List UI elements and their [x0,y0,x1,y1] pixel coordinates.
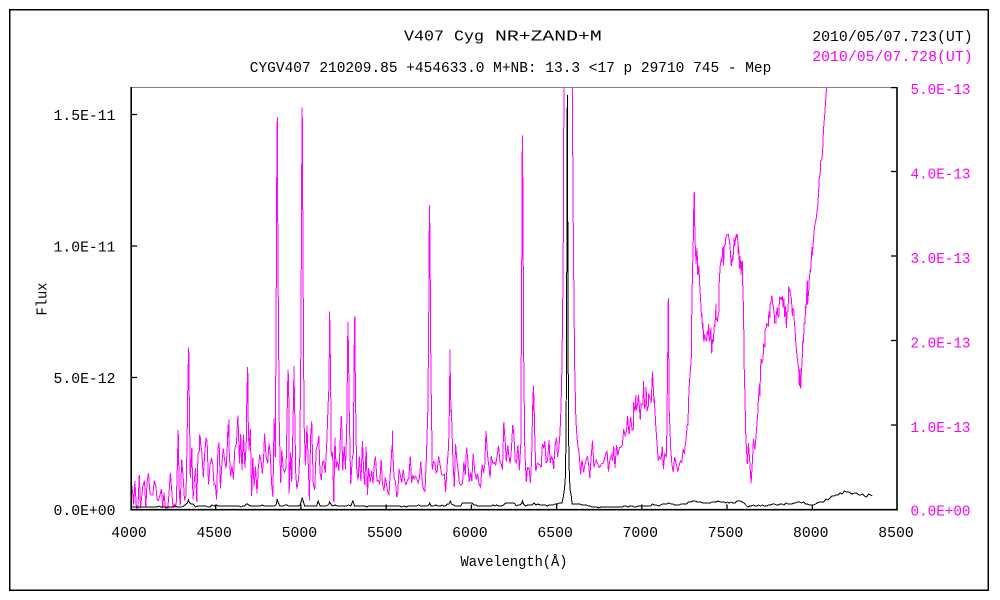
svg-text:0.0E+00: 0.0E+00 [911,503,971,520]
svg-text:7000: 7000 [623,525,659,542]
svg-text:Wavelength(Å): Wavelength(Å) [461,554,568,571]
svg-text:4.0E-13: 4.0E-13 [911,166,971,183]
svg-text:6500: 6500 [537,525,573,542]
svg-text:4000: 4000 [111,525,147,542]
svg-text:7500: 7500 [708,525,744,542]
svg-text:2.0E-13: 2.0E-13 [911,335,971,352]
svg-text:2010/05/07.723(UT): 2010/05/07.723(UT) [812,29,973,46]
svg-text:1.5E-11: 1.5E-11 [54,108,116,125]
svg-text:CYGV407 210209.85 +454633.0 M+: CYGV407 210209.85 +454633.0 M+NB: 13.3 <… [250,60,772,77]
svg-text:6000: 6000 [452,525,488,542]
svg-text:3.0E-13: 3.0E-13 [911,251,971,268]
svg-text:4500: 4500 [196,525,232,542]
svg-text:5.0E-12: 5.0E-12 [54,371,116,388]
svg-text:5.0E-13: 5.0E-13 [911,82,971,99]
svg-text:5500: 5500 [367,525,403,542]
svg-text:0.0E+00: 0.0E+00 [54,503,116,520]
svg-text:8000: 8000 [793,525,829,542]
svg-text:8500: 8500 [878,525,914,542]
svg-text:1.0E-13: 1.0E-13 [911,420,971,437]
svg-text:2010/05/07.728(UT): 2010/05/07.728(UT) [812,49,973,66]
svg-text:5000: 5000 [282,525,318,542]
svg-text:Flux: Flux [35,283,52,316]
svg-text:NR+ZAND+M: NR+ZAND+M [495,29,602,46]
svg-text:1.0E-11: 1.0E-11 [54,239,116,256]
svg-text:V407 Cyg: V407 Cyg [404,29,484,46]
